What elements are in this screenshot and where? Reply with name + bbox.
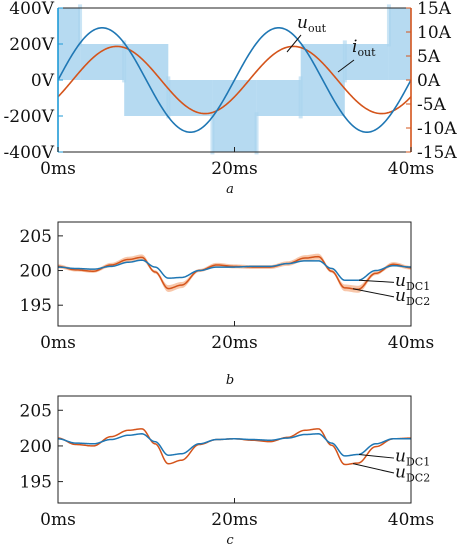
- panel-c-x-tick-label: 0ms: [40, 510, 76, 530]
- x-tick-label: 0ms: [40, 159, 76, 179]
- panel-b-dc2-ripple-band: [58, 253, 411, 293]
- u-out-annotation-sub: out: [308, 22, 327, 35]
- panel-c-u-dc2-leader: [352, 463, 395, 474]
- panel-b-u-dc2-leader: [352, 288, 395, 298]
- caption-c: c: [226, 533, 234, 544]
- panel-c-u-dc1-annotation: uDC1: [395, 447, 430, 469]
- i-out-leader: [337, 59, 355, 73]
- panel-b-u-dc1-annotation-base: u: [395, 271, 406, 291]
- pwm-band-edge: [122, 40, 127, 83]
- panel-c-y-tick-label: 205: [20, 401, 52, 421]
- panel-b-y-tick-label: 200: [20, 262, 52, 282]
- i-out-line: [57, 45, 412, 115]
- panel-c-x-tick-label: 40ms: [388, 510, 434, 530]
- u-out-annotation: uout: [297, 13, 327, 35]
- left-tick-label: 0V: [31, 71, 55, 91]
- panel-c-u-dc1-annotation-sub: DC1: [406, 456, 430, 469]
- right-tick-label: -15A: [417, 143, 457, 163]
- panel-b-frame: [57, 221, 412, 327]
- panel-b-u-dc2-line: [57, 255, 412, 291]
- panel-b-u-dc2-annotation: uDC2: [395, 286, 430, 308]
- panel-c-u-dc1-leader: [358, 453, 395, 459]
- i-out-annotation-sub: out: [357, 46, 376, 59]
- panel-b-x-tick-label: 0ms: [40, 333, 76, 353]
- panel-b-u-dc1-line: [57, 259, 412, 281]
- pwm-band-edge: [386, 4, 391, 47]
- panel-c-u-dc2-annotation: uDC2: [395, 462, 430, 484]
- u-out-annotation-base: u: [297, 13, 308, 33]
- panel-c-frame: [57, 395, 412, 504]
- left-tick-label: 400V: [9, 0, 54, 19]
- pwm-band-segment: [168, 80, 213, 116]
- panel-b-u-dc1-annotation: uDC1: [395, 271, 430, 293]
- panel-b-u-dc2-annotation-sub: DC2: [406, 295, 430, 308]
- u-out-line: [57, 26, 412, 134]
- panel-b-y-tick-label: 205: [20, 227, 52, 247]
- panel-b-u-dc1-annotation-sub: DC1: [406, 280, 430, 293]
- x-tick-label: 40ms: [388, 159, 434, 179]
- pwm-band-edge: [254, 112, 259, 155]
- i-out-annotation: iout: [352, 37, 376, 59]
- panel-c-u-dc2-annotation-base: u: [395, 462, 406, 482]
- caption-a: a: [226, 182, 234, 197]
- left-tick-label: -200V: [4, 107, 55, 127]
- pwm-band-segment: [80, 44, 125, 80]
- left-tick-label: 200V: [9, 35, 54, 55]
- right-tick-label: 5A: [417, 47, 441, 67]
- panel-c-u-dc2-annotation-sub: DC2: [406, 471, 430, 484]
- panel-b-y-tick-label: 195: [20, 296, 52, 316]
- right-tick-label: 0A: [417, 71, 441, 91]
- pwm-band-segment: [58, 8, 81, 80]
- panel-b-x-tick-label: 40ms: [388, 333, 434, 353]
- panel-c-y-tick-label: 195: [20, 473, 52, 493]
- pwm-band-edge: [342, 40, 347, 83]
- panel-b-u-dc1-leader: [358, 279, 395, 283]
- pwm-band-edge: [166, 76, 171, 119]
- panel-c-u-dc1-line: [57, 433, 411, 457]
- x-tick-label: 20ms: [211, 159, 257, 179]
- pwm-band-segment: [212, 80, 257, 152]
- panel-b-x-tick-label: 20ms: [211, 333, 257, 353]
- left-tick-label: -400V: [4, 143, 55, 163]
- pwm-band-edge: [210, 112, 215, 155]
- right-tick-label: 10A: [417, 23, 452, 43]
- i-out-annotation-base: i: [352, 37, 357, 57]
- panel-c-x-tick-label: 20ms: [211, 510, 257, 530]
- caption-b: b: [226, 373, 234, 388]
- panel-c-y-tick-label: 200: [20, 437, 52, 457]
- panel-c-u-dc2-line: [57, 428, 411, 466]
- pwm-band-segment: [256, 80, 301, 116]
- u-out-leader: [286, 34, 302, 53]
- pwm-band-edge: [78, 4, 83, 47]
- right-tick-label: -5A: [417, 95, 447, 115]
- right-tick-label: -10A: [417, 119, 457, 139]
- panel-c-u-dc1-annotation-base: u: [395, 447, 406, 467]
- panel-b-u-dc2-annotation-base: u: [395, 286, 406, 306]
- pwm-band-segment: [388, 8, 411, 80]
- right-tick-label: 15A: [417, 0, 452, 19]
- pwm-band-edge: [298, 76, 303, 119]
